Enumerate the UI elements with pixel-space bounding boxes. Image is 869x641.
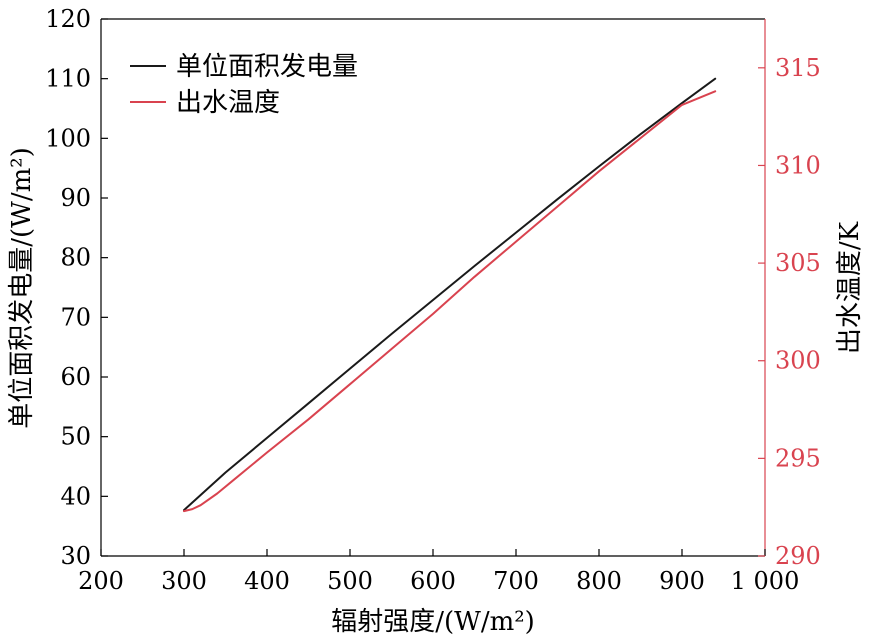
x-tick-label: 500 xyxy=(327,567,373,595)
x-tick-label: 900 xyxy=(659,567,705,595)
series-line-power xyxy=(183,77,717,512)
x-tick-label: 800 xyxy=(576,567,622,595)
y-tick-label: 70 xyxy=(60,303,91,331)
x-tick-label: 200 xyxy=(78,567,124,595)
x-tick-label: 300 xyxy=(161,567,207,595)
y-tick-label: 60 xyxy=(60,363,91,391)
y2-tick-label: 290 xyxy=(775,542,821,570)
y-tick-label: 110 xyxy=(45,65,91,93)
y-axis-left: 30 40 50 60 70 80 90 100 110 120 xyxy=(45,5,108,570)
x-tick-label: 700 xyxy=(493,567,539,595)
x-tick-label: 400 xyxy=(244,567,290,595)
y-tick-label: 120 xyxy=(45,5,91,33)
plot-frame xyxy=(100,18,766,557)
y-tick-label: 30 xyxy=(60,542,91,570)
legend: 单位面积发电量 出水温度 xyxy=(130,52,358,118)
y2-tick-label: 300 xyxy=(775,347,821,375)
y2-tick-label: 295 xyxy=(775,444,821,472)
y2-tick-label: 310 xyxy=(775,151,821,179)
series-line-temp xyxy=(183,90,717,513)
y-tick-label: 90 xyxy=(60,184,91,212)
y-axis-left-title: 单位面积发电量/(W/m²) xyxy=(7,147,37,429)
x-tick-label: 1 000 xyxy=(731,567,800,595)
legend-label-temp: 出水温度 xyxy=(176,88,280,118)
y2-tick-label: 305 xyxy=(775,249,821,277)
series-layer xyxy=(183,77,717,513)
x-axis-title: 辐射强度/(W/m²) xyxy=(331,607,535,637)
y-tick-label: 40 xyxy=(60,482,91,510)
y-tick-label: 100 xyxy=(45,124,91,152)
y-tick-label: 80 xyxy=(60,244,91,272)
y-tick-label: 50 xyxy=(60,423,91,451)
y2-tick-label: 315 xyxy=(775,54,821,82)
x-tick-label: 600 xyxy=(410,567,456,595)
legend-label-power: 单位面积发电量 xyxy=(176,52,358,82)
y-axis-right-title: 出水温度/K xyxy=(835,221,865,354)
x-axis: 200 300 400 500 600 700 800 900 1 000 xyxy=(78,549,799,595)
y-axis-right: 290 295 300 305 310 315 xyxy=(758,54,821,570)
